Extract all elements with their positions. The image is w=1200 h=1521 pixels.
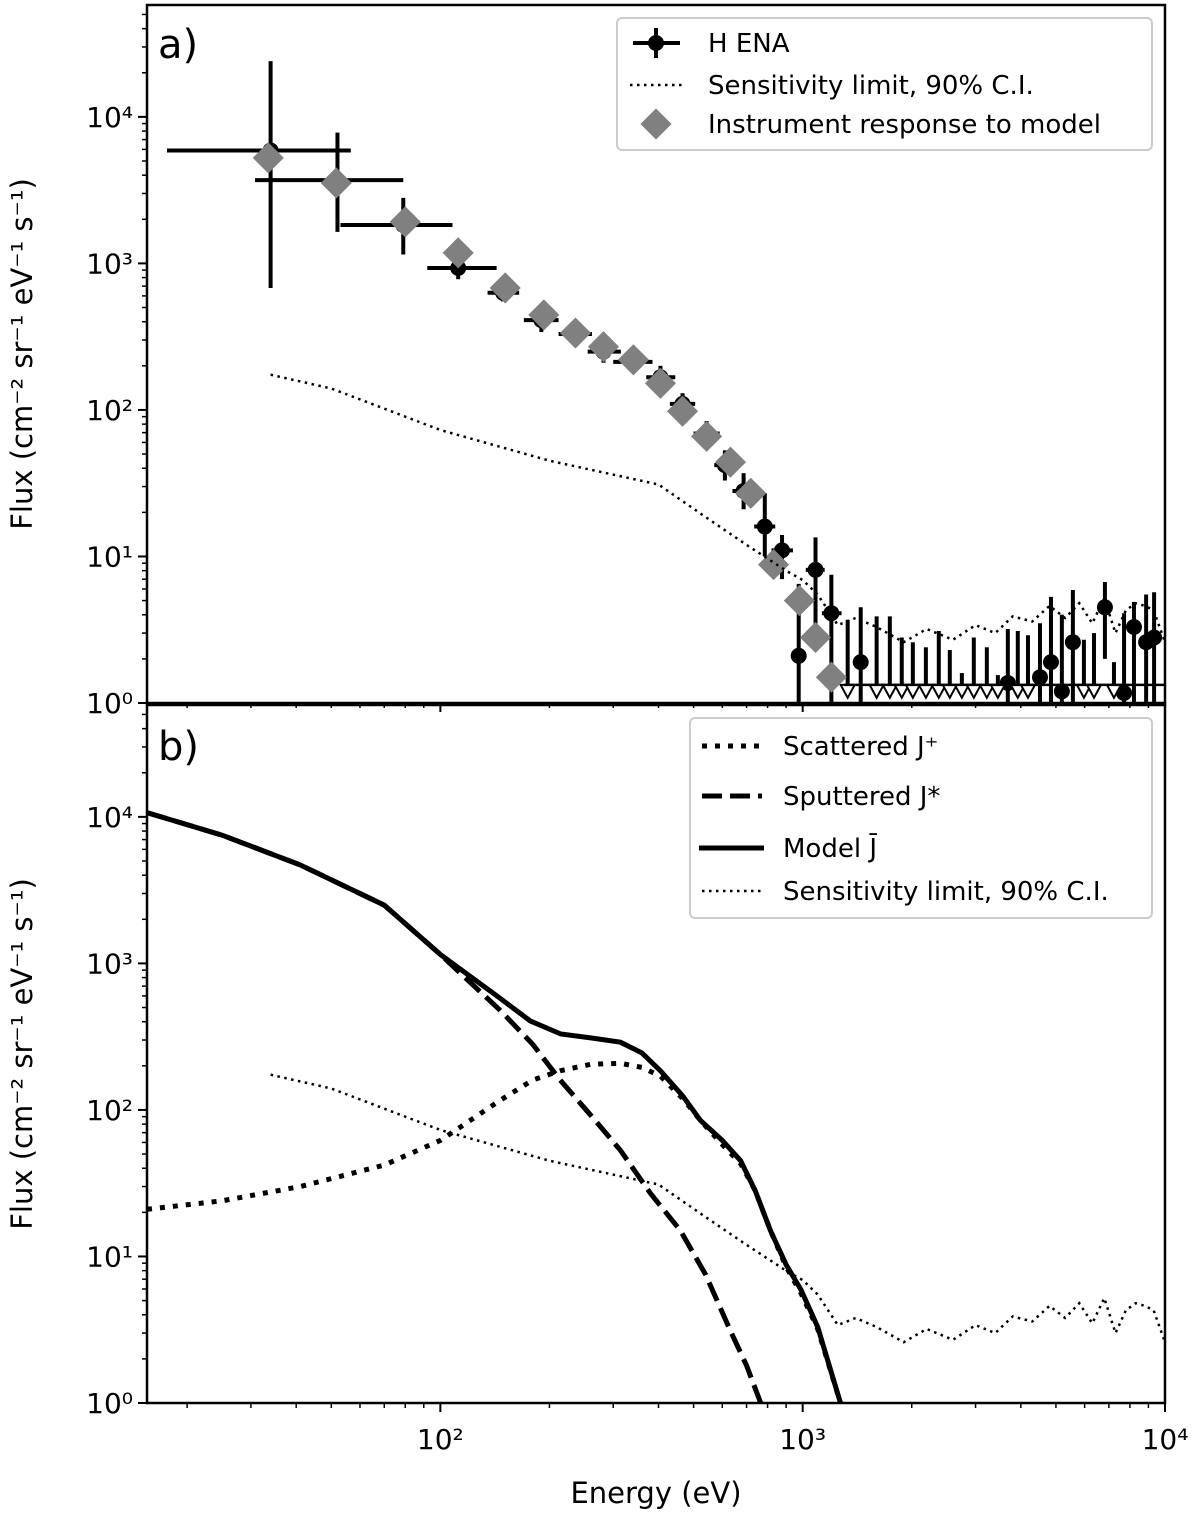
y-tick-label: 10³ [86, 947, 133, 980]
model-response-diamond [320, 167, 352, 199]
legend-sputtered: Sputtered J* [783, 782, 940, 812]
h-ena-point [807, 561, 824, 578]
panel-b-label: b) [158, 724, 199, 770]
x-tick-label: 10³ [779, 1423, 826, 1456]
x-tick-label: 10² [417, 1423, 464, 1456]
model-response-diamond [617, 344, 649, 376]
legend-sensitivity-b: Sensitivity limit, 90% C.I. [783, 877, 1109, 907]
h-ena-point [1096, 599, 1113, 616]
upper-limit-triangle [867, 683, 886, 700]
model-response-diamond [691, 420, 723, 452]
panel-b: 10⁰ 10¹ 10² 10³ 10⁴ 10² 10³ 10⁴ [86, 703, 1189, 1456]
model-response-diamond [559, 317, 592, 349]
plot-area [147, 810, 1165, 1403]
legend-sensitivity-a: Sensitivity limit, 90% C.I. [708, 71, 1034, 101]
model-response-diamond [783, 585, 815, 617]
legend-b: Scattered J⁺ Sputtered J* Model J̄ Sensi… [689, 717, 1153, 919]
axes-frame [145, 3, 1167, 705]
axes-frame [145, 703, 1167, 1405]
sputtered-line [147, 810, 764, 1403]
model-response-diamond [644, 367, 677, 399]
upper-limit-triangle [1019, 683, 1037, 700]
model-response-diamond [666, 395, 699, 427]
model-response-diamond [442, 237, 474, 269]
model-response-diamond [528, 299, 560, 331]
y-tick-label: 10² [86, 394, 133, 427]
panel-a-label: a) [158, 22, 198, 68]
y-tick-label: 10⁴ [86, 101, 133, 134]
h-ena-point [1053, 683, 1070, 700]
y-tick-label: 10³ [86, 247, 133, 280]
model-response-diamond [389, 206, 421, 238]
model-response-diamond [587, 331, 620, 363]
sensitivity-limit-line [270, 1073, 1165, 1344]
y-tick-label: 10¹ [86, 1240, 133, 1273]
model-response-diamond [799, 621, 832, 654]
legend-scattered: Scattered J⁺ [783, 732, 938, 762]
scattered-line [147, 1060, 843, 1403]
h-ena-point [1031, 669, 1048, 686]
h-ena-point [1064, 634, 1081, 651]
model-response-diamond [714, 446, 747, 478]
y-tick-label: 10⁰ [86, 1387, 133, 1420]
upper-limit-triangle [838, 683, 857, 700]
sensitivity-limit-line [270, 373, 1165, 644]
legend-h-ena: H ENA [708, 29, 790, 59]
h-ena-point [756, 518, 773, 535]
legend-instrument-response: Instrument response to model [708, 110, 1101, 140]
y-tick-label: 10¹ [86, 540, 133, 573]
legend-model: Model J̄ [783, 832, 878, 864]
panel-a: 10⁰ 10¹ 10² 10³ 10⁴ [86, 3, 1167, 720]
legend-a: H ENA Sensitivity limit, 90% C.I. Instru… [616, 17, 1153, 151]
upper-limit-triangle [941, 683, 959, 700]
y-tick-label: 10⁴ [86, 801, 133, 834]
plot-area [166, 61, 1165, 703]
h-ena-point [823, 605, 840, 622]
y-axis-label-a: Flux (cm⁻² sr⁻¹ eV⁻¹ s⁻¹) [5, 178, 39, 530]
x-tick-label: 10⁴ [1142, 1423, 1189, 1456]
y-tick-label: 10² [86, 1094, 133, 1127]
model-line [147, 810, 843, 1403]
model-response-diamond [252, 142, 284, 174]
model-response-diamond [735, 477, 767, 509]
y-axis-label-b: Flux (cm⁻² sr⁻¹ eV⁻¹ s⁻¹) [5, 878, 39, 1230]
y-tick-label: 10⁰ [86, 687, 133, 720]
x-axis-label: Energy (eV) [570, 1476, 741, 1510]
h-ena-point [1146, 629, 1163, 646]
h-ena-point [1042, 654, 1059, 671]
upper-limit-triangle [904, 683, 922, 700]
h-ena-point [790, 647, 807, 664]
h-ena-point [1116, 685, 1133, 702]
model-response-diamond [489, 272, 521, 304]
upper-limit-triangle [1085, 683, 1103, 700]
h-ena-point [852, 654, 869, 671]
upper-limit-triangle [989, 683, 1007, 700]
h-ena-point [1125, 619, 1142, 636]
upper-limit-triangle [917, 683, 935, 700]
upper-limit-triangle [965, 683, 983, 700]
